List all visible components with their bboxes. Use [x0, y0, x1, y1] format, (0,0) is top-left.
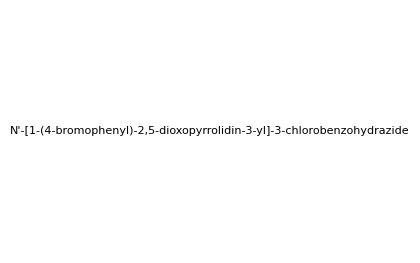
- Text: N'-[1-(4-bromophenyl)-2,5-dioxopyrrolidin-3-yl]-3-chlorobenzohydrazide: N'-[1-(4-bromophenyl)-2,5-dioxopyrrolidi…: [10, 127, 410, 136]
